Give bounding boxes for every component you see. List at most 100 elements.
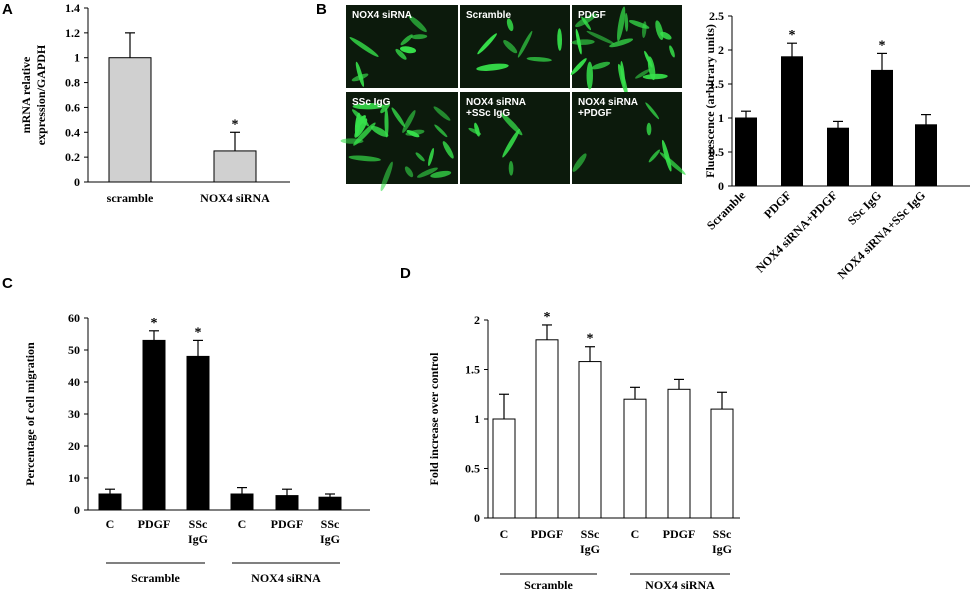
y-tick-label: 0.4 [65,125,80,139]
bar [492,418,516,519]
category-label: scramble [107,191,154,205]
bar [871,69,893,187]
cell-mark [415,152,425,162]
y-tick-label: 1 [474,412,480,426]
y-tick-label: 1.2 [65,26,80,40]
category-label: PDGF [138,517,171,531]
significance-star: * [879,38,886,53]
micrograph-tile: NOX4 siRNA+PDGF [572,92,686,184]
cell-mark [349,37,379,57]
cell-mark [609,38,634,48]
panel-label-b: B [316,1,327,18]
cell-mark [645,102,660,120]
category-label: C [500,527,509,541]
y-tick-label: 0 [74,175,80,189]
micrograph-label: NOX4 siRNA [466,97,526,108]
cell-mark [384,107,389,138]
cell-mark [391,107,406,128]
micrograph-label: NOX4 siRNA [578,97,638,108]
micrograph-label: Scramble [466,10,511,21]
cell-mark [402,110,416,133]
cell-mark [355,61,365,87]
group-label: NOX4 siRNA [251,571,321,585]
category-label: SSc [321,517,340,531]
category-label: IgG [580,542,600,556]
significance-star: * [195,325,202,340]
y-tick-label: 1.5 [709,77,724,91]
cell-mark [575,13,597,28]
cell-mark [354,112,361,137]
cell-mark [646,122,652,136]
cell-mark [408,15,427,33]
cell-mark [586,30,615,45]
category-label: NOX4 siRNA [200,191,270,205]
y-axis-label: Percentage of cell migration [23,342,37,486]
y-axis-label: Fold increase over control [427,352,441,486]
y-tick-label: 1.4 [65,1,80,15]
category-label: PDGF [663,527,696,541]
y-tick-label: 50 [68,343,80,357]
y-tick-label: 0 [474,511,480,525]
cell-mark [557,28,563,51]
cell-mark [433,106,451,121]
cell-mark [635,69,651,79]
cell-mark [502,128,520,158]
y-tick-label: 0.8 [65,76,80,90]
cell-mark [411,34,428,40]
category-label: C [238,517,247,531]
bar [667,388,691,519]
category-label: IgG [712,542,732,556]
y-tick-label: 0 [718,179,724,193]
cell-mark [647,56,656,81]
bar [186,355,210,511]
category-label: NOX4 siRNA+SSc IgG [835,188,928,281]
cell-mark [500,112,523,136]
cell-mark [370,125,389,137]
micrograph-label: SSc IgG [352,97,391,108]
bar [781,56,803,187]
micrograph-label: NOX4 siRNA [352,10,412,21]
cell-mark [352,103,385,110]
cell-mark [416,167,438,178]
bar [535,339,559,519]
significance-star: * [151,316,158,331]
chart-d: 0 0.5 1 1.5 2 Fold increase over control * * C PD… [427,310,740,592]
bar [827,127,849,187]
significance-star: * [587,332,594,347]
cell-mark [661,139,672,172]
cell-mark [572,153,587,172]
micrograph-label: +PDGF [578,108,612,119]
cell-mark [430,170,452,178]
y-tick-label: 2.5 [709,9,724,23]
cell-mark [380,102,391,114]
cell-mark [434,124,448,138]
y-tick-label: 0.2 [65,150,80,164]
cell-mark [526,56,552,62]
y-axis-label: Fluorescence (arbitrary units) [703,24,717,178]
group-label: Scramble [131,571,180,585]
cell-mark [404,166,414,178]
y-tick-label: 1 [718,111,724,125]
category-label: SSc [713,527,732,541]
cell-mark [517,30,533,58]
category-label: PDGF [531,527,564,541]
chart-c: 0 10 20 30 40 50 60 Percentage of cell migratio… [23,311,370,585]
cell-mark [428,148,435,167]
micrograph-tile: SSc IgG [340,92,458,192]
y-axis-label: expression/GAPDH [34,44,48,145]
y-tick-label: 0 [74,503,80,517]
cell-mark [571,39,595,45]
cell-mark [476,63,509,71]
y-tick-label: 2 [474,313,480,327]
cell-mark [503,40,518,54]
micrograph-background [572,92,682,184]
cell-mark [400,34,413,46]
category-label: SSc [189,517,208,531]
micrograph-tile: NOX4 siRNA [346,5,458,88]
category-label: PDGF [271,517,304,531]
cell-mark [617,63,628,97]
cell-mark [400,46,417,54]
